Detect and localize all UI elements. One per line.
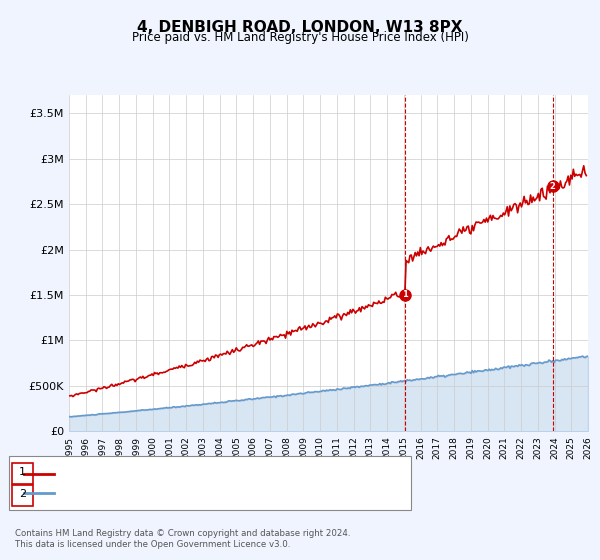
- Text: Price paid vs. HM Land Registry's House Price Index (HPI): Price paid vs. HM Land Registry's House …: [131, 31, 469, 44]
- Text: 61% ↑ HPI: 61% ↑ HPI: [264, 467, 323, 477]
- Text: 15-JAN-2015: 15-JAN-2015: [45, 467, 115, 477]
- Text: 4, DENBIGH ROAD, LONDON, W13 8PX: 4, DENBIGH ROAD, LONDON, W13 8PX: [137, 20, 463, 35]
- Text: 2: 2: [550, 181, 556, 190]
- Text: 15-NOV-2023: 15-NOV-2023: [45, 489, 119, 500]
- Text: HPI: Average price, detached house, Ealing: HPI: Average price, detached house, Eali…: [61, 488, 286, 498]
- Text: 4, DENBIGH ROAD, LONDON, W13 8PX (detached house): 4, DENBIGH ROAD, LONDON, W13 8PX (detach…: [61, 469, 356, 479]
- Text: £1,500,000: £1,500,000: [156, 467, 219, 477]
- Text: Contains HM Land Registry data © Crown copyright and database right 2024.
This d: Contains HM Land Registry data © Crown c…: [15, 529, 350, 549]
- Text: 1: 1: [19, 467, 26, 477]
- Text: 1: 1: [401, 291, 407, 300]
- Text: £2,700,000: £2,700,000: [156, 489, 220, 500]
- Text: 121% ↑ HPI: 121% ↑ HPI: [264, 489, 331, 500]
- Text: 2: 2: [19, 489, 26, 500]
